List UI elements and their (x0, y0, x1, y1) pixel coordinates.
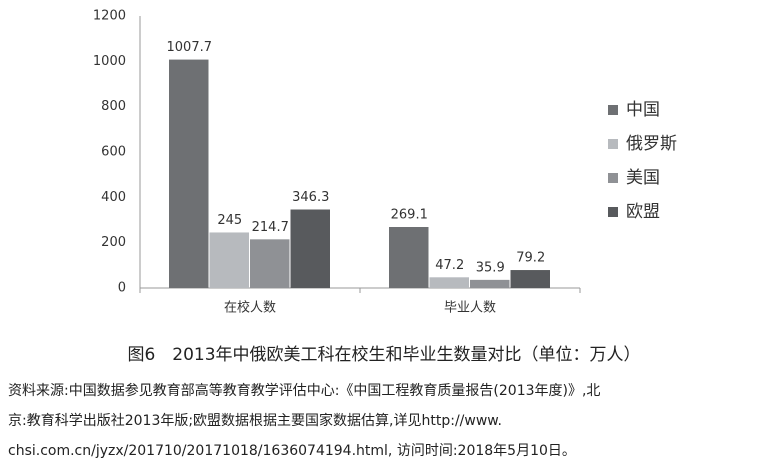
data-label: 47.2 (435, 258, 464, 273)
x-tick-label: 在校人数 (224, 300, 276, 316)
bar (429, 277, 469, 288)
data-label: 79.2 (516, 251, 545, 266)
source-line: 资料来源:中国数据参见教育部高等教育教学评估中心:《中国工程教育质量报告(201… (8, 383, 601, 399)
bar (290, 209, 330, 288)
data-label: 269.1 (391, 208, 428, 223)
data-label: 35.9 (476, 260, 505, 275)
bar (510, 270, 550, 288)
y-tick-label: 0 (118, 281, 126, 296)
legend-label: 美国 (626, 168, 660, 188)
y-tick-label: 400 (101, 190, 126, 205)
legend-swatch (608, 173, 618, 183)
legend-swatch (608, 207, 618, 217)
data-label: 245 (217, 213, 242, 228)
x-tick-label: 毕业人数 (444, 301, 496, 316)
y-tick-label: 1000 (93, 54, 126, 69)
y-tick-label: 600 (101, 145, 126, 160)
caption: 图6 2013年中俄欧美工科在校生和毕业生数量对比（单位：万人） (127, 345, 641, 365)
y-tick-label: 200 (101, 235, 126, 250)
source-line: 京:教育科学出版社2013年版;欧盟数据根据主要国家数据估算,详见http://… (8, 413, 502, 429)
y-tick-label: 1200 (93, 9, 126, 24)
data-label: 214.7 (252, 220, 289, 235)
data-label: 1007.7 (167, 40, 213, 55)
legend-label: 欧盟 (626, 202, 660, 222)
source-line: chsi.com.cn/jyzx/201710/20171018/1636074… (8, 443, 576, 459)
legend-swatch (608, 105, 618, 115)
bar (389, 227, 429, 288)
legend-swatch (608, 139, 618, 149)
bar (169, 59, 209, 289)
bar (209, 232, 249, 288)
legend-label: 中国 (626, 100, 660, 120)
data-label: 346.3 (292, 190, 329, 205)
y-tick-label: 800 (101, 99, 126, 114)
legend-label: 俄罗斯 (626, 134, 677, 154)
bar (470, 279, 510, 288)
bar (250, 239, 290, 288)
